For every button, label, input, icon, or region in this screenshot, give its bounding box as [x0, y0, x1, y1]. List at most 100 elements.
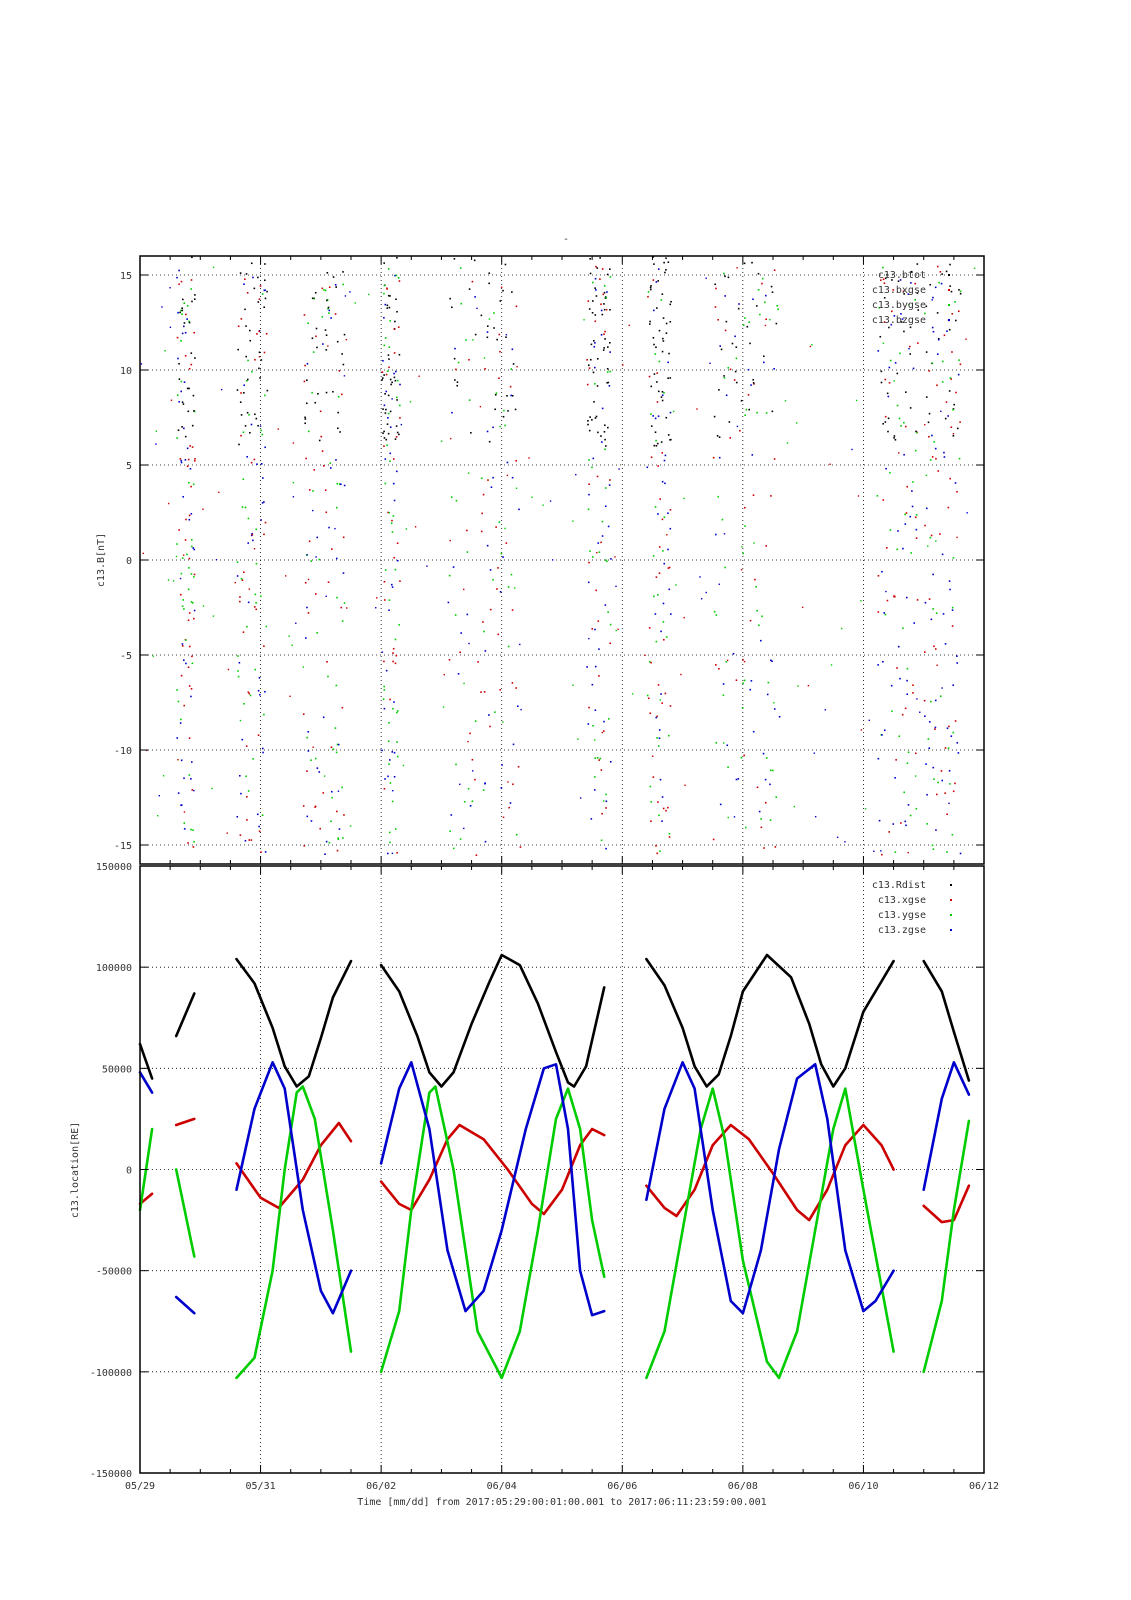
scatter-point — [493, 312, 495, 314]
scatter-point — [468, 288, 471, 290]
scatter-point — [325, 349, 328, 351]
scatter-point — [187, 619, 190, 622]
scatter-point — [905, 596, 908, 599]
scatter-point — [490, 486, 493, 488]
scatter-point — [952, 731, 955, 734]
scatter-point — [262, 477, 264, 479]
scatter-point — [306, 362, 309, 365]
scatter-point — [913, 622, 915, 624]
scatter-point — [177, 700, 180, 703]
scatter-point — [167, 502, 170, 505]
scatter-point — [384, 337, 387, 339]
scatter-point — [181, 309, 184, 312]
scatter-point — [722, 694, 725, 697]
scatter-point — [493, 327, 495, 329]
scatter-point — [903, 453, 905, 456]
scatter-point — [657, 390, 660, 393]
scatter-point — [483, 691, 486, 693]
scatter-point — [614, 556, 616, 558]
scatter-point — [593, 401, 595, 403]
scatter-point — [593, 776, 596, 778]
scatter-point — [190, 695, 192, 698]
scatter-point — [924, 715, 926, 718]
scatter-point — [315, 556, 317, 558]
scatter-point — [501, 764, 503, 766]
scatter-point — [727, 276, 730, 279]
scatter-point — [705, 277, 707, 279]
scatter-point — [186, 447, 189, 450]
scatter-point — [600, 435, 602, 437]
scatter-point — [600, 333, 603, 336]
scatter-point — [898, 735, 901, 738]
scatter-point — [193, 841, 195, 843]
scatter-point — [877, 611, 880, 613]
scatter-point — [925, 305, 928, 308]
scatter-point — [881, 570, 883, 573]
scatter-point — [264, 289, 266, 291]
scatter-point — [176, 689, 178, 691]
scatter-point — [254, 593, 257, 596]
scatter-point — [943, 456, 946, 458]
scatter-point — [311, 297, 314, 300]
scatter-point — [931, 362, 934, 364]
scatter-point — [605, 560, 608, 563]
scatter-point — [588, 561, 590, 564]
scatter-point — [928, 721, 931, 723]
scatter-point — [383, 689, 386, 691]
scatter-point — [258, 298, 261, 300]
scatter-point — [930, 618, 933, 621]
scatter-point — [902, 547, 904, 550]
scatter-point — [253, 458, 256, 461]
scatter-point — [770, 495, 772, 497]
scatter-point — [391, 586, 394, 588]
scatter-point — [398, 280, 401, 282]
scatter-point — [470, 431, 472, 434]
scatter-point — [343, 814, 345, 816]
scatter-point — [887, 417, 890, 420]
scatter-point — [592, 300, 594, 302]
scatter-point — [259, 377, 261, 379]
scatter-point — [449, 297, 451, 300]
scatter-point — [226, 832, 228, 834]
scatter-point — [334, 313, 337, 315]
scatter-point — [254, 413, 256, 416]
scatter-point — [649, 320, 651, 323]
scatter-point — [734, 335, 736, 338]
scatter-point — [605, 793, 607, 796]
scatter-point — [307, 612, 310, 614]
scatter-point — [167, 579, 170, 581]
scatter-point — [192, 576, 195, 578]
scatter-point — [927, 421, 930, 424]
scatter-point — [460, 632, 462, 634]
scatter-point — [500, 787, 503, 789]
scatter-point — [912, 692, 914, 694]
scatter-point — [383, 316, 385, 319]
scatter-point — [180, 674, 183, 677]
scatter-point — [257, 734, 260, 736]
scatter-point — [602, 293, 605, 296]
scatter-point — [699, 576, 701, 578]
scatter-point — [395, 425, 398, 427]
scatter-point — [914, 282, 917, 285]
scatter-point — [186, 304, 189, 307]
scatter-point — [245, 775, 247, 778]
scatter-point — [903, 421, 905, 424]
scatter-point — [773, 708, 776, 710]
scatter-point — [394, 438, 397, 440]
scatter-point — [719, 803, 722, 806]
scatter-point — [236, 575, 239, 577]
scatter-point — [306, 606, 308, 609]
scatter-point — [245, 379, 248, 382]
scatter-point — [542, 504, 544, 506]
scatter-point — [237, 675, 240, 678]
scatter-point — [194, 458, 196, 460]
scatter-point — [940, 282, 943, 285]
scatter-point — [330, 317, 332, 319]
scatter-point — [486, 430, 489, 433]
scatter-point — [604, 438, 606, 441]
scatter-point — [950, 290, 953, 293]
scatter-point — [307, 322, 309, 325]
scatter-point — [239, 600, 241, 603]
scatter-point — [483, 630, 485, 633]
y-tick-label: 15 — [120, 271, 132, 282]
